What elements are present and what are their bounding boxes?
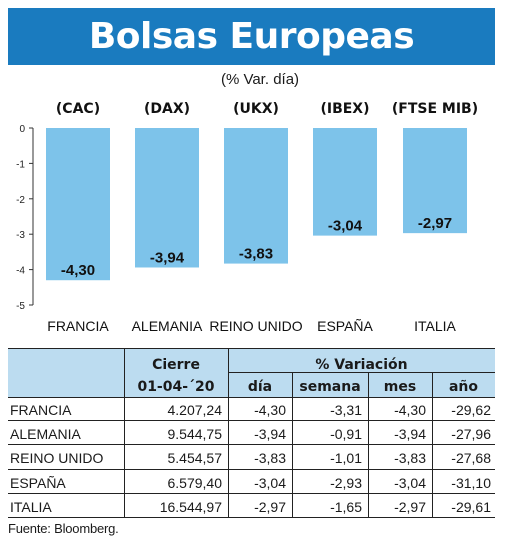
cell-country: ALEMANIA [10,426,81,443]
x-tick-label: FRANCIA [47,318,109,334]
cell-mes: -3,94 [394,426,426,443]
cell-dia: -2,97 [254,498,286,515]
cell-mes: -3,83 [394,450,426,467]
y-tick-label: -4 [16,266,25,277]
table-vline-2 [228,348,229,518]
header-variacion: % Variación [315,357,408,373]
header-date: 01-04-´20 [137,379,215,395]
index-label: (IBEX) [320,101,369,117]
bar-reino-unido [224,128,288,264]
cell-ano: -29,62 [451,402,491,418]
source-note: Fuente: Bloomberg. [8,521,119,536]
data-label: -3,83 [239,246,273,263]
table-header-bottom [8,397,495,398]
bar-alemania [135,128,199,268]
index-label: (FTSE MIB) [392,101,478,117]
cell-dia: -3,83 [254,450,286,467]
cell-country: ESPAÑA [10,474,66,491]
header-ano: año [448,379,479,395]
x-tick-label: ESPAÑA [317,318,373,334]
cell-ano: -29,61 [451,498,491,515]
cell-cierre: 4.207,24 [167,402,223,418]
data-label: -3,94 [150,249,185,266]
table-header-divider [228,372,495,373]
y-tick-label: -2 [16,195,25,206]
chart-subtitle: (% Var. día) [220,71,300,88]
header-dia: día [247,379,273,395]
y-tick-label: -5 [16,301,25,312]
table-row: ALEMANIA 9.544,75 -3,94 -0,91 -3,94 -27,96 [8,421,495,446]
header-semana: semana [299,379,361,395]
cell-mes: -3,04 [394,474,426,491]
bar-españa [313,128,377,236]
index-label: (CAC) [56,101,100,117]
y-tick-label: 0 [19,124,25,135]
cell-cierre: 9.544,75 [167,426,223,443]
row-divider [8,468,495,470]
table-row: REINO UNIDO 5.454,57 -3,83 -1,01 -3,83 -27,68 [8,445,495,470]
y-tick-label: -1 [16,159,25,170]
cell-cierre: 16.544,97 [159,498,222,515]
title-banner: Bolsas Europeas [8,8,495,65]
index-label: (UKX) [233,101,279,117]
cell-mes: -4,30 [394,402,426,418]
row-divider [8,444,495,446]
table-vline-1 [124,348,125,518]
table-row: FRANCIA 4.207,24 -4,30 -3,31 -4,30 -29,62 [8,397,495,422]
x-tick-label: REINO UNIDO [209,318,302,334]
cell-country: FRANCIA [10,402,72,418]
cell-country: ITALIA [10,498,52,515]
table-vline-3 [292,372,293,518]
cell-cierre: 6.579,40 [167,474,223,491]
index-label: (DAX) [144,101,190,117]
cell-semana: -2,93 [330,474,362,491]
header-mes: mes [383,379,417,395]
bar-italia [403,128,467,234]
cell-cierre: 5.454,57 [167,450,223,467]
cell-semana: -3,31 [330,402,362,418]
row-divider [8,516,495,518]
chart-title: Bolsas Europeas [88,16,415,57]
table-top-line [8,348,495,349]
cell-semana: -0,91 [330,426,362,443]
quotes-table: Cierre % Variación 01-04-´20 día semana … [8,348,495,518]
table-row: ITALIA 16.544,97 -2,97 -1,65 -2,97 -29,61 [8,494,495,518]
row-divider [8,492,495,494]
x-tick-label: ITALIA [414,318,456,334]
cell-mes: -2,97 [394,498,426,515]
bar-chart: 0 -1 -2 -3 -4 -5 -4,30 (CAC) FRANCIA -3,94 (DAX) AL… [16,101,478,334]
cell-ano: -31,10 [451,474,491,491]
data-label: -3,04 [328,218,363,235]
cell-dia: -3,94 [254,426,286,443]
data-label: -4,30 [61,262,95,279]
cell-ano: -27,68 [451,450,491,467]
cell-semana: -1,01 [330,450,362,467]
cell-ano: -27,96 [451,426,491,443]
cell-dia: -3,04 [254,474,286,491]
table-vline-4 [368,372,369,518]
cell-country: REINO UNIDO [10,450,104,467]
x-tick-label: ALEMANIA [132,318,203,334]
cell-semana: -1,65 [330,498,362,515]
table-row: ESPAÑA 6.579,40 -3,04 -2,93 -3,04 -31,10 [8,470,495,494]
data-label: -2,97 [418,215,452,232]
table-vline-5 [432,372,433,518]
header-cierre: Cierre [152,357,200,373]
y-tick-label: -3 [16,230,25,241]
cell-dia: -4,30 [254,402,286,418]
row-divider [8,420,495,422]
bar-francia [46,128,110,281]
